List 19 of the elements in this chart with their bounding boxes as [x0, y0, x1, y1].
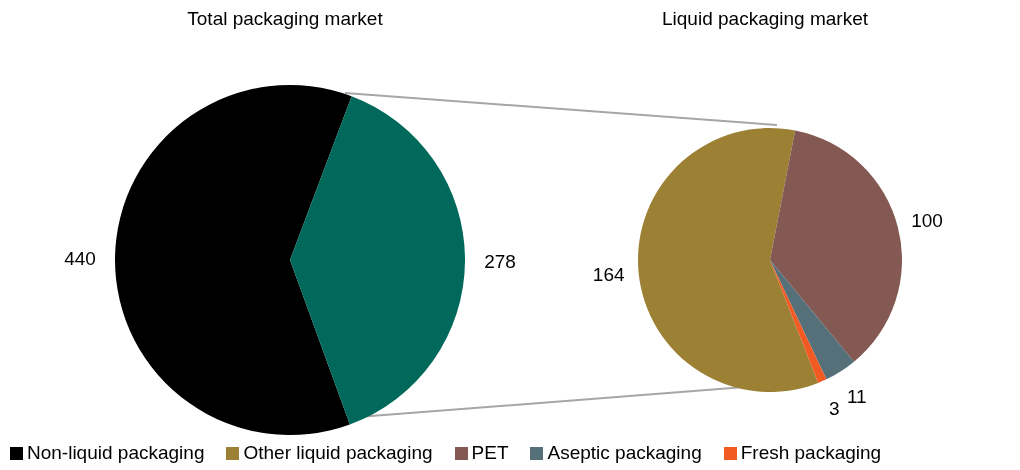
pie-slice [770, 260, 855, 380]
legend-label: Non-liquid packaging [26, 442, 205, 464]
data-label: 100 [911, 209, 943, 231]
legend-label: Fresh packaging [739, 442, 882, 464]
legend-label: Other liquid packaging [242, 442, 433, 464]
legend-label: PET [470, 442, 509, 464]
data-label: 11 [846, 386, 867, 408]
data-label: 278 [484, 250, 516, 272]
legend-label: Aseptic packaging [546, 442, 702, 464]
pie-slice [115, 85, 352, 435]
pie-slice [770, 260, 827, 383]
chart-title: Total packaging market [186, 8, 384, 30]
pie-slice [770, 130, 902, 362]
pie-slice [638, 128, 819, 392]
data-label: 3 [828, 398, 840, 420]
data-label: 164 [592, 264, 625, 286]
chart-title: Liquid packaging market [661, 8, 869, 30]
data-label: 440 [64, 248, 96, 270]
pie-slice [290, 96, 465, 425]
